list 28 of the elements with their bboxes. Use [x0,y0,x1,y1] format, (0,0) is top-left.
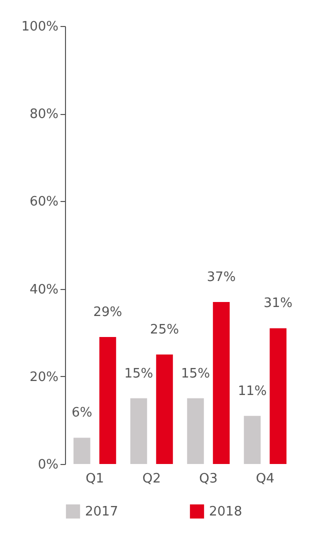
x-tick-label: Q1 [86,472,104,486]
x-tick-label: Q3 [199,472,218,486]
data-label: 15% [181,366,210,382]
bar [156,354,173,464]
y-tick-label: 20% [30,370,58,385]
legend-label: 2017 [85,504,118,520]
data-label: 37% [206,270,236,285]
data-label: 25% [150,322,179,338]
x-tick-label: Q4 [256,472,274,486]
bar [244,416,261,464]
bar [99,336,116,464]
bar [212,302,230,464]
data-label: 31% [264,296,293,312]
legend-label: 2018 [209,504,242,520]
bar [130,398,148,464]
data-label: 11% [238,384,267,399]
data-label: 6% [72,406,92,421]
data-label: 29% [93,304,122,320]
y-tick-label: 40% [30,282,58,298]
y-tick-label: 60% [30,194,58,210]
bar [270,328,286,464]
y-tick-label: 0% [38,458,58,472]
y-tick-label: 80% [30,107,58,122]
bar [187,398,204,464]
data-label: 15% [124,366,154,382]
y-tick-label: 100% [21,20,58,34]
x-tick-label: Q2 [142,472,161,486]
bar [74,438,90,464]
